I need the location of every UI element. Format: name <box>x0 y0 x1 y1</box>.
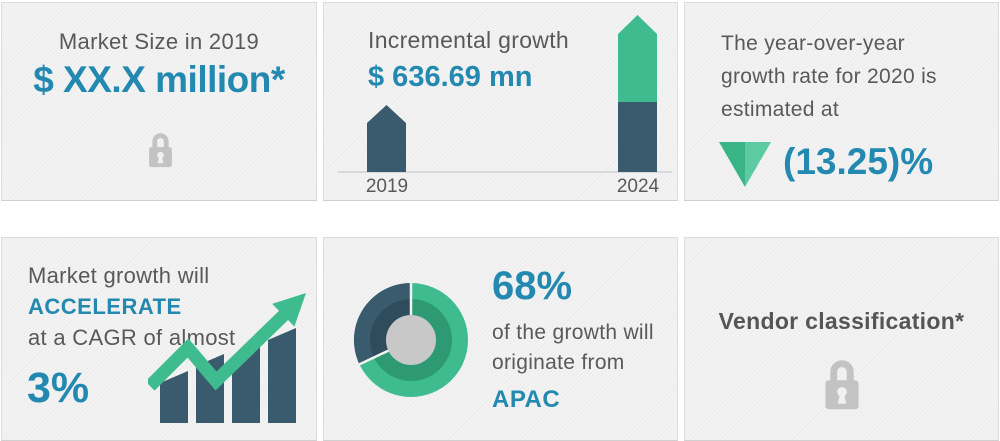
yoy-growth-card: The year-over-year growth rate for 2020 … <box>684 2 999 201</box>
cagr-highlight: ACCELERATE <box>28 294 182 319</box>
yoy-growth-value: (13.25)% <box>783 141 934 182</box>
incremental-growth-title: Incremental growth <box>368 27 569 53</box>
cagr-line-1: Market growth will <box>28 263 210 288</box>
regional-line-1: of the growth will <box>492 321 654 344</box>
market-size-card: Market Size in 2019 $ XX.X million* <box>1 2 317 201</box>
regional-growth-card: 68% of the growth will originate from AP… <box>323 237 678 441</box>
bar-label-2019: 2019 <box>365 176 409 197</box>
cagr-value: 3% <box>27 364 90 412</box>
yoy-text-line-3: estimated at <box>721 98 839 121</box>
regional-line-2: originate from <box>492 351 625 374</box>
market-size-value: $ XX.X million* <box>33 59 285 100</box>
down-triangle-icon <box>719 142 771 187</box>
growth-arrow-chart-icon <box>148 293 306 423</box>
cagr-line-2: at a CAGR of almost <box>28 325 236 350</box>
market-size-title: Market Size in 2019 <box>58 29 260 54</box>
bar-label-2024: 2024 <box>616 176 660 197</box>
regional-region: APAC <box>492 386 561 413</box>
yoy-text-line-2: growth rate for 2020 is <box>721 65 937 88</box>
regional-value: 68% <box>492 264 573 308</box>
vendor-title: Vendor classification* <box>718 308 965 334</box>
lock-icon <box>821 354 863 417</box>
yoy-text-line-1: The year-over-year <box>721 32 905 55</box>
cagr-card: Market growth will ACCELERATE at a CAGR … <box>1 237 317 441</box>
incremental-growth-bar-chart <box>338 15 672 173</box>
donut-chart <box>353 282 468 397</box>
incremental-growth-value: $ 636.69 mn <box>368 61 533 93</box>
lock-icon <box>146 129 175 174</box>
vendor-classification-card: Vendor classification* <box>684 237 999 441</box>
incremental-growth-card: Incremental growth $ 636.69 mn 2019 2024 <box>323 2 678 201</box>
